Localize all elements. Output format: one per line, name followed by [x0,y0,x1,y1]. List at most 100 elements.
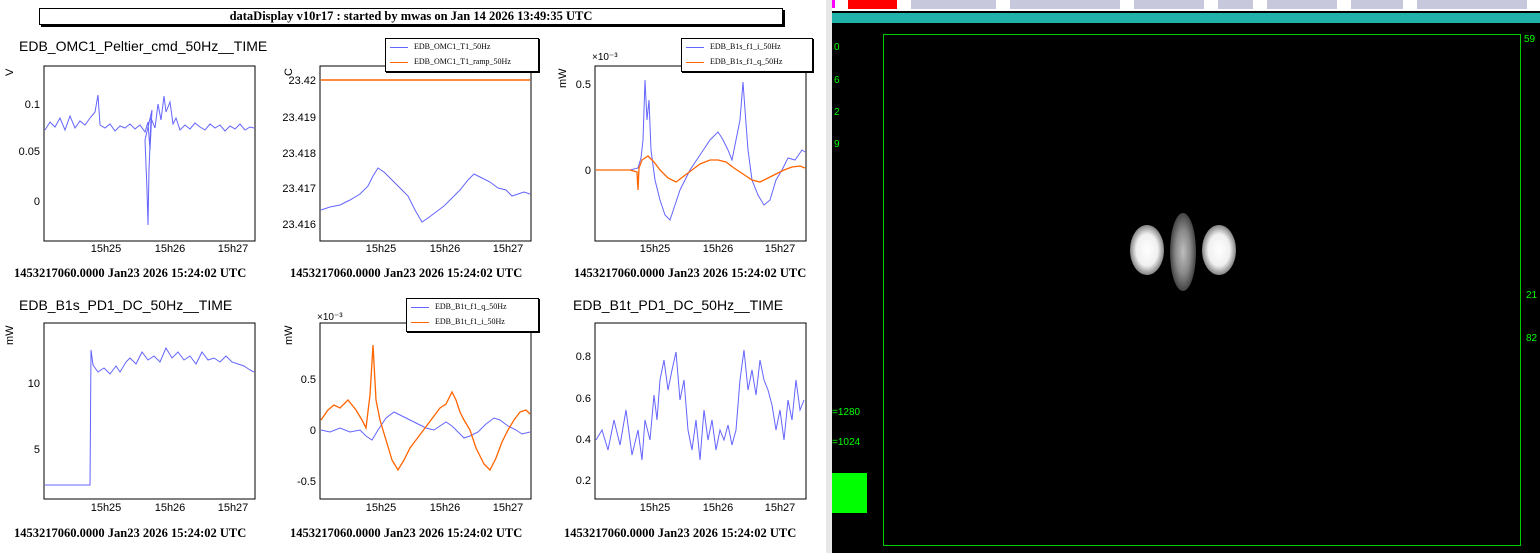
panel-6-plot[interactable]: 0.8 0.6 0.4 0.2 15h25 15h26 15h27 [0,0,826,553]
left-scale-label: 6 [834,75,840,86]
datadisplay-window: dataDisplay v10r17 : started by mwas on … [0,0,826,553]
panel-4-series-blue [45,346,255,486]
panel-6-ytick: 0.4 [576,434,591,446]
legend-label: EDB_B1t_f1_i_50Hz [435,317,505,326]
width-label: =1280 [832,407,861,418]
window-separator [826,0,832,553]
panel-4-title: EDB_B1s_PD1_DC_50Hz__TIME [19,297,233,313]
legend-label: EDB_B1s_f1_q_50Hz [710,57,783,66]
panel-5-series-blue [320,411,531,441]
panel-6-series-blue [595,349,805,461]
panel-3-xtick: 15h27 [765,243,796,255]
panel-1-xtick: 15h25 [91,243,122,255]
toolbar-button[interactable] [1351,0,1403,9]
right-scale-label: 59 [1524,34,1536,45]
legend-label: EDB_B1t_f1_q_50Hz [435,302,507,311]
left-scale-label: 9 [834,139,840,150]
panel-1-xtick: 15h26 [155,243,186,255]
legend-label: EDB_OMC1_T1_50Hz [414,42,491,51]
panel-5-xtick: 15h25 [366,502,397,514]
panel-1-plot[interactable]: 0.1 0.05 0 15h25 15h26 15h27 [0,0,826,280]
panel-4-plot[interactable]: 10 5 15h25 15h26 15h27 [0,0,826,553]
right-scale-label: 21 [1526,290,1538,301]
panel-3-ytick: 0.5 [576,79,591,91]
toolbar-button[interactable] [1218,0,1253,9]
panel-5-ytick: 0.5 [301,374,316,386]
beam-lobe-right [1202,225,1236,275]
panel-5-legend: EDB_B1t_f1_q_50Hz EDB_B1t_f1_i_50Hz [406,298,539,332]
panel-4-ytick: 10 [28,378,40,390]
panel-2-ytick: 23.417 [282,183,316,195]
toolbar-button[interactable] [1010,0,1120,9]
panel-5-exponent: ×10⁻³ [317,312,343,323]
right-scale-label: 82 [1526,333,1538,344]
left-scale-label: 0 [834,42,840,53]
panel-2-ytick: 23.419 [282,112,316,124]
panel-6-footer: 1453217060.0000 Jan23 2026 15:24:02 UTC [564,526,797,540]
left-scale-label: 2 [834,107,840,118]
legend-label: EDB_B1s_f1_i_50Hz [710,42,781,51]
panel-1-xtick: 15h27 [218,243,249,255]
panel-3-series-blue [596,79,806,221]
panel-2-ytick: 23.416 [282,219,316,231]
panel-2-ytick: 23.42 [288,75,316,87]
panel-3-series-orange [596,155,806,191]
stop-button[interactable] [848,0,897,9]
panel-1-title: EDB_OMC1_Peltier_cmd_50Hz__TIME [19,38,268,54]
toolbar-button[interactable] [1267,0,1337,9]
beam-lobe-left [1130,225,1164,275]
panel-6-title: EDB_B1t_PD1_DC_50Hz__TIME [573,297,784,313]
panel-6-xtick: 15h27 [765,502,796,514]
panel-5-plot[interactable]: 0.5 0 -0.5 15h25 15h26 15h27 [0,0,826,553]
panel-5-footer: 1453217060.0000 Jan23 2026 15:24:02 UTC [290,526,523,540]
panel-5-series-orange [320,344,531,472]
camera-viewer-window: 0 6 2 9 =1280 =1024 59 21 82 [832,0,1540,553]
camera-image[interactable] [883,34,1521,546]
panel-3-xtick: 15h25 [640,243,671,255]
panel-2-footer: 1453217060.0000 Jan23 2026 15:24:02 UTC [290,266,523,280]
window-edge-marker [832,0,835,8]
panel-6-ytick: 0.8 [576,351,591,363]
panel-5-ytick: 0 [310,425,316,437]
panel-6-xtick: 15h26 [703,502,734,514]
panel-2-xtick: 15h27 [493,243,524,255]
panel-1-footer: 1453217060.0000 Jan23 2026 15:24:02 UTC [14,266,247,280]
panel-2-legend: EDB_OMC1_T1_50Hz EDB_OMC1_T1_ramp_50Hz [385,38,539,72]
panel-3-legend: EDB_B1s_f1_i_50Hz EDB_B1s_f1_q_50Hz [681,38,813,72]
panel-3-ytick: 0 [585,165,591,177]
panel-4-xtick: 15h27 [218,502,249,514]
beam-lobe-center [1170,213,1196,291]
panel-5-xtick: 15h27 [493,502,524,514]
panel-1-ytick: 0.05 [19,146,40,158]
panel-2-ytick: 23.418 [282,148,316,160]
panel-4-footer: 1453217060.0000 Jan23 2026 15:24:02 UTC [14,526,247,540]
status-bar [832,13,1540,23]
panel-3-exponent: ×10⁻³ [592,52,618,63]
toolbar-button[interactable] [911,0,996,9]
panel-4-ytick: 5 [34,444,40,456]
panel-2-xtick: 15h26 [430,243,461,255]
panel-3-xtick: 15h26 [703,243,734,255]
panel-4-xtick: 15h26 [155,502,186,514]
panel-2-series-blue [320,167,531,223]
height-label: =1024 [832,437,861,448]
panel-1-ytick: 0 [34,196,40,208]
panel-5-ytick: -0.5 [297,476,316,488]
toolbar-button[interactable] [1134,0,1204,9]
panel-2-plot[interactable]: 23.42 23.419 23.418 23.417 23.416 15h25 … [0,0,826,280]
panel-1-ytick: 0.1 [25,99,40,111]
panel-6-ytick: 0.2 [576,475,591,487]
panel-5-xtick: 15h26 [430,502,461,514]
panel-3-plot[interactable]: 0.5 0 15h25 15h26 15h27 [0,0,826,280]
camera-toolbar [832,0,1540,11]
panel-6-xtick: 15h25 [640,502,671,514]
panel-3-footer: 1453217060.0000 Jan23 2026 15:24:02 UTC [574,266,807,280]
panel-2-xtick: 15h25 [366,243,397,255]
status-indicator[interactable] [832,473,867,513]
panel-6-ytick: 0.6 [576,393,591,405]
panel-1-series-blue [44,94,255,226]
panel-4-xtick: 15h25 [91,502,122,514]
window-title: dataDisplay v10r17 : started by mwas on … [39,8,783,25]
toolbar-button[interactable] [1417,0,1527,9]
legend-label: EDB_OMC1_T1_ramp_50Hz [414,57,511,66]
